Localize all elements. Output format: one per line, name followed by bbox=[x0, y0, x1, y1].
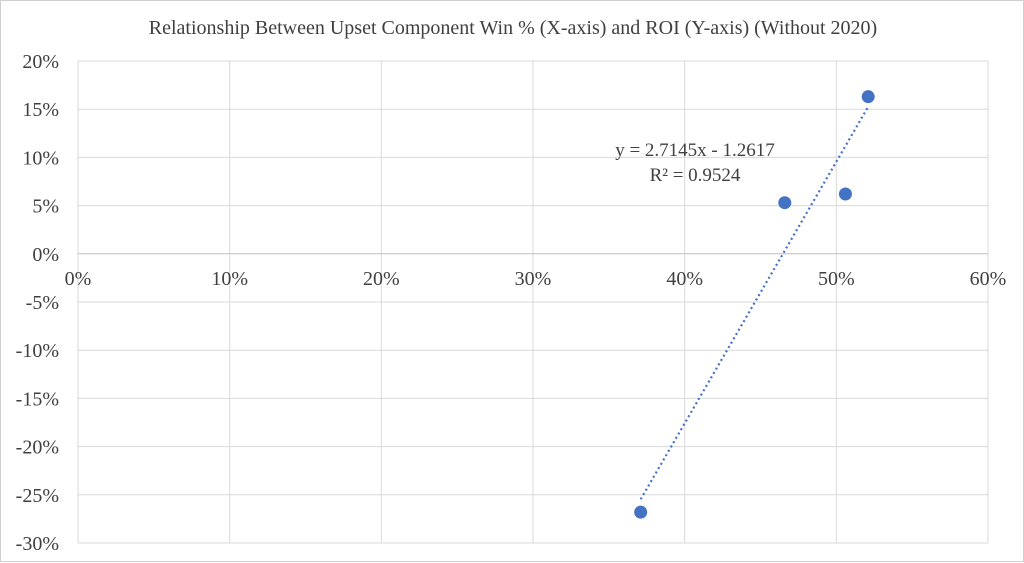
trendline-equation: y = 2.7145x - 1.2617 bbox=[615, 140, 775, 161]
x-tick-label: 60% bbox=[970, 268, 1007, 290]
y-tick-label: -5% bbox=[26, 292, 59, 314]
y-tick-label: 0% bbox=[32, 244, 59, 266]
x-tick-label: 40% bbox=[666, 268, 703, 290]
y-tick-label: -25% bbox=[16, 485, 59, 507]
y-tick-label: 15% bbox=[22, 99, 59, 121]
x-axis-tick-labels: 0% 10% 20% 30% 40% 50% 60% bbox=[65, 268, 1007, 290]
data-point bbox=[778, 196, 792, 210]
trendline-group bbox=[639, 106, 870, 500]
x-tick-label: 50% bbox=[818, 268, 855, 290]
y-tick-label: -15% bbox=[16, 388, 59, 410]
data-point bbox=[861, 90, 875, 104]
grid-lines bbox=[77, 60, 989, 544]
y-tick-label: -10% bbox=[16, 340, 59, 362]
x-tick-label: 20% bbox=[363, 268, 400, 290]
x-tick-label: 10% bbox=[211, 268, 248, 290]
y-tick-label: -30% bbox=[16, 533, 59, 555]
trendline-r-squared: R² = 0.9524 bbox=[650, 165, 741, 186]
chart-title: Relationship Between Upset Component Win… bbox=[149, 17, 877, 39]
data-point bbox=[634, 505, 648, 519]
y-tick-label: 10% bbox=[22, 147, 59, 169]
data-point bbox=[838, 187, 852, 201]
y-tick-label: 20% bbox=[22, 51, 59, 73]
y-axis-tick-labels: 20% 15% 10% 5% 0% -5% -10% -15% -20% -25% -30% bbox=[16, 51, 59, 555]
y-tick-label: -20% bbox=[16, 437, 59, 459]
x-tick-label: 30% bbox=[515, 268, 552, 290]
trendline bbox=[639, 106, 870, 500]
x-tick-label: 0% bbox=[65, 268, 92, 290]
y-tick-label: 5% bbox=[32, 196, 59, 218]
data-points bbox=[634, 90, 875, 519]
